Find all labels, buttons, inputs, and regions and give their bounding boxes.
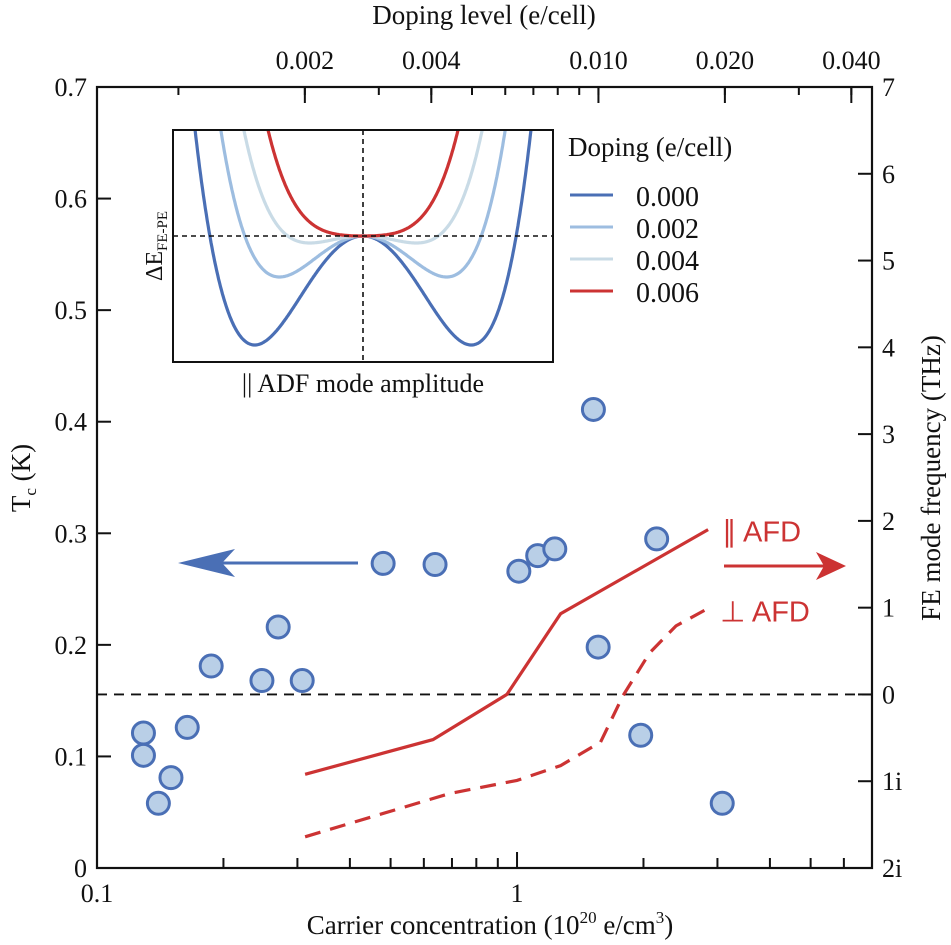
y-right-tick-label: 5: [882, 247, 895, 276]
tc-data-point: [265, 614, 291, 640]
left-arrow-head: [178, 549, 235, 577]
tc-data-point: [370, 550, 396, 576]
y-right-tick-label: 1i: [882, 767, 902, 796]
x-axis-label: Carrier concentration (1020 e/cm3): [307, 908, 674, 940]
y-left-tick-label: 0.5: [55, 296, 88, 325]
legend-label: 0.004: [636, 246, 699, 277]
top-tick-label: 0.004: [402, 46, 461, 75]
tc-data-point: [709, 790, 735, 816]
tc-data-point: [628, 722, 654, 748]
y-left-tick-label: 0: [74, 854, 87, 883]
legend-label: 0.002: [636, 214, 699, 245]
y-right-tick-label: 7: [882, 73, 895, 102]
series-label: ∥ AFD: [722, 517, 801, 549]
y-right-tick-label: 0: [882, 680, 895, 709]
tc-data-point: [542, 536, 568, 562]
parallel-afd-line: [304, 528, 709, 776]
tc-data-point: [130, 720, 156, 746]
inset-x-label: || ADF mode amplitude: [242, 369, 484, 398]
y-left-tick-label: 0.1: [55, 742, 88, 771]
y-left-tick-label: 0.2: [55, 631, 88, 660]
y-left-tick-label: 0.3: [55, 519, 88, 548]
inset-legend-title: Doping (e/cell): [568, 132, 732, 162]
inset-frame: [172, 129, 554, 363]
tc-data-point: [289, 668, 315, 694]
tc-data-point: [158, 765, 184, 791]
y-right-tick-label: 2: [882, 507, 895, 536]
top-tick-label: 0.020: [696, 46, 755, 75]
tc-data-point: [130, 742, 156, 768]
x-tick-label: 1: [511, 879, 524, 908]
inset: || ADF mode amplitude ΔEFE-PE Doping (e/…: [142, 129, 732, 398]
legend-label: 0.006: [636, 278, 699, 309]
top-tick-label: 0.002: [276, 46, 335, 75]
top-tick-label: 0.010: [569, 46, 628, 75]
y-left-tick-label: 0.7: [55, 73, 88, 102]
tc-data-point: [422, 552, 448, 578]
tc-data-point: [580, 396, 606, 422]
perp-afd-line: [304, 607, 707, 839]
y-right-tick-label: 2i: [882, 854, 902, 883]
y-right-tick-label: 6: [882, 160, 895, 189]
right-arrow-head: [816, 552, 846, 580]
legend-label: 0.000: [636, 182, 699, 213]
tc-data-point: [644, 526, 670, 552]
y-right-tick-label: 1: [882, 594, 895, 623]
tc-data-point: [198, 653, 224, 679]
marks: ∥ AFD ⊥ AFD: [97, 396, 872, 839]
top-tick-label: 0.040: [822, 46, 881, 75]
tc-data-point: [585, 634, 611, 660]
y-right-tick-label: 4: [882, 333, 895, 362]
tc-data-point: [506, 558, 532, 584]
inset-y-label: ΔEFE-PE: [142, 211, 171, 281]
tc-data-point: [249, 668, 275, 694]
plot-frame: [95, 85, 874, 870]
y-axis-right-label: FE mode frequency (THz): [916, 335, 946, 621]
tc-data-point: [145, 790, 171, 816]
inset-curve-0.006: [266, 130, 460, 238]
tc-data-point: [174, 714, 200, 740]
y-right-tick-label: 3: [882, 420, 895, 449]
y-left-tick-label: 0.6: [55, 185, 88, 214]
y-axis-left-label: Tc (K): [6, 444, 40, 512]
x-tick-label: 0.1: [81, 879, 114, 908]
y-left-tick-label: 0.4: [55, 408, 88, 437]
series-label: ⊥ AFD: [720, 596, 810, 628]
top-axis-label: Doping level (e/cell): [372, 0, 595, 30]
